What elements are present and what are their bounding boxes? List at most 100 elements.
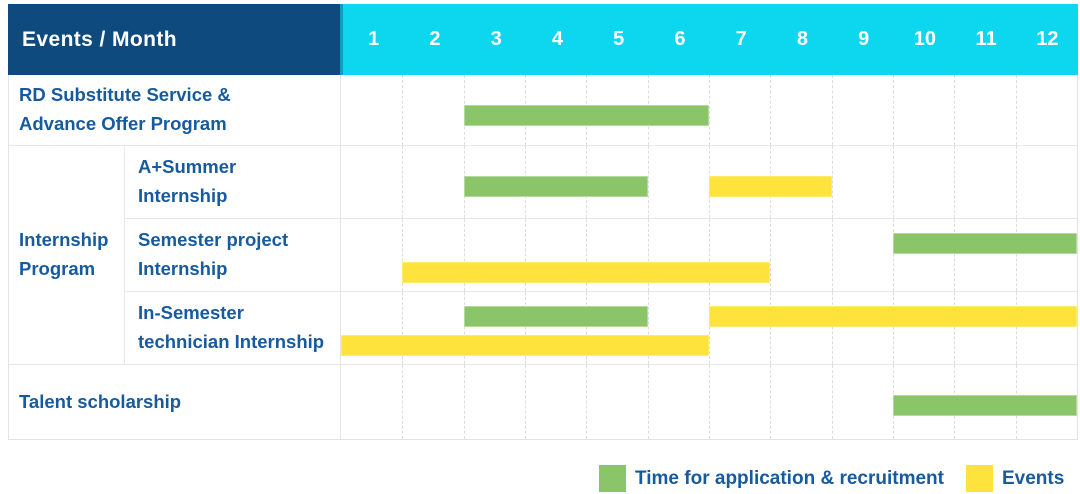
- month-header-cell: 7: [735, 28, 747, 50]
- month-gridline: [893, 146, 894, 218]
- month-gridline: [954, 292, 956, 364]
- chart-row: [340, 75, 1077, 146]
- month-header-cell: 3: [490, 28, 502, 50]
- month-gridline: [1015, 219, 1017, 291]
- month-gridline: [1015, 292, 1017, 364]
- month-gridline: [586, 292, 588, 364]
- row-label-line: Advance Offer Program: [19, 113, 227, 134]
- row-label-line: Semester project: [138, 229, 289, 251]
- month-header-cell: 5: [613, 28, 625, 50]
- gantt-bar-event: [402, 262, 771, 283]
- month-gridline: [525, 292, 526, 364]
- month-header-cell: 10: [913, 28, 936, 50]
- month-gridline: [1015, 146, 1017, 218]
- month-gridline: [954, 219, 956, 291]
- month-gridline: [463, 365, 465, 439]
- month-gridline: [831, 292, 833, 364]
- month-gridline: [402, 365, 404, 439]
- month-gridline: [586, 365, 588, 439]
- month-gridline: [647, 146, 649, 218]
- table-title: Events / Month: [22, 27, 177, 51]
- chart-row: [340, 292, 1077, 365]
- month-header-strip: 1 2 3 4 5 6 7 8 9 10 11 12: [340, 4, 1078, 75]
- chart-legend: Time for application & recruitment Event…: [599, 465, 1064, 492]
- gantt-bar-event: [709, 176, 832, 197]
- month-header-cell: 9: [858, 28, 870, 50]
- month-gridline: [893, 219, 894, 291]
- month-header-cell: 4: [551, 28, 563, 50]
- month-gridline: [709, 292, 710, 364]
- gantt-bar-event: [341, 335, 709, 356]
- month-gridline: [525, 219, 526, 291]
- month-gridline: [586, 219, 588, 291]
- month-gridline: [770, 219, 772, 291]
- gantt-bar-application: [463, 306, 648, 327]
- month-gridline: [647, 219, 649, 291]
- row-label-line: technician Internship: [138, 331, 325, 352]
- row-label-line: A+Summer: [138, 156, 237, 178]
- group-label-internship-program: Internship Program: [9, 146, 124, 365]
- month-header-cell: 12: [1036, 28, 1059, 50]
- month-gridline: [402, 292, 404, 364]
- legend-item-application: Time for application & recruitment: [599, 465, 944, 492]
- month-gridline: [831, 219, 833, 291]
- table-header-row: Events / Month 1 2 3 4 5 6 7 8 9 10 11 12: [8, 4, 1078, 75]
- row-sublabel: In-Semester technician Internship: [124, 292, 340, 365]
- chart-row: [340, 146, 1077, 219]
- legend-label: Events: [1001, 467, 1065, 489]
- month-gridline: [525, 365, 526, 439]
- row-label-line: Internship: [138, 185, 228, 206]
- row-sublabel: Semester project Internship: [124, 219, 340, 292]
- gantt-bar-application: [893, 395, 1077, 416]
- header-title-cell: Events / Month: [8, 4, 340, 75]
- month-gridline: [770, 75, 772, 145]
- month-gridline: [831, 75, 833, 145]
- month-header-cell: 6: [674, 28, 686, 50]
- row-label-line: Program: [19, 258, 96, 279]
- chart-row: [340, 219, 1077, 292]
- month-header-cell: 1: [368, 28, 380, 50]
- month-gridline: [770, 292, 772, 364]
- month-gridline: [463, 292, 465, 364]
- month-gridline: [770, 365, 772, 439]
- month-gridline: [831, 146, 833, 218]
- green-swatch-icon: [599, 465, 626, 492]
- month-gridline: [402, 219, 404, 291]
- month-gridline: [709, 365, 710, 439]
- month-gridline: [402, 75, 404, 145]
- month-gridline: [1015, 75, 1017, 145]
- month-gridline: [831, 365, 833, 439]
- row-label: RD Substitute Service & Advance Offer Pro…: [9, 75, 340, 146]
- month-gridline: [463, 219, 465, 291]
- gantt-bar-application: [463, 176, 648, 197]
- events-month-table: Events / Month 1 2 3 4 5 6 7 8 9 10 11 12 Internshi…: [8, 4, 1078, 440]
- row-label-line: Internship: [19, 229, 109, 251]
- month-header-cell: 2: [429, 28, 441, 50]
- row-label-line: Internship: [138, 258, 228, 279]
- month-gridline: [893, 75, 894, 145]
- legend-item-events: Events: [965, 465, 1065, 492]
- legend-label: Time for application & recruitment: [635, 467, 944, 489]
- chart-row: [340, 365, 1077, 439]
- month-gridline: [893, 292, 894, 364]
- month-header-cell: 11: [975, 28, 997, 50]
- gantt-bar-event: [709, 306, 1077, 327]
- row-label-line: Talent scholarship: [19, 390, 182, 412]
- row-label-line: RD Substitute Service &: [19, 84, 231, 106]
- month-gridline: [954, 75, 956, 145]
- gantt-bar-application: [463, 105, 709, 126]
- month-gridline: [709, 219, 710, 291]
- month-gridline: [647, 292, 649, 364]
- yellow-swatch-icon: [965, 465, 993, 492]
- month-gridline: [709, 75, 710, 145]
- table-body: Internship Program RD Substitute Service &…: [8, 75, 1078, 440]
- row-label: Talent scholarship: [9, 365, 340, 439]
- row-label-line: In-Semester: [138, 302, 244, 324]
- month-gridline: [954, 146, 956, 218]
- month-header-cell: 8: [796, 28, 808, 50]
- month-gridline: [402, 146, 404, 218]
- gantt-bar-application: [893, 233, 1077, 254]
- month-gridline: [647, 365, 649, 439]
- row-sublabel: A+Summer Internship: [124, 146, 340, 219]
